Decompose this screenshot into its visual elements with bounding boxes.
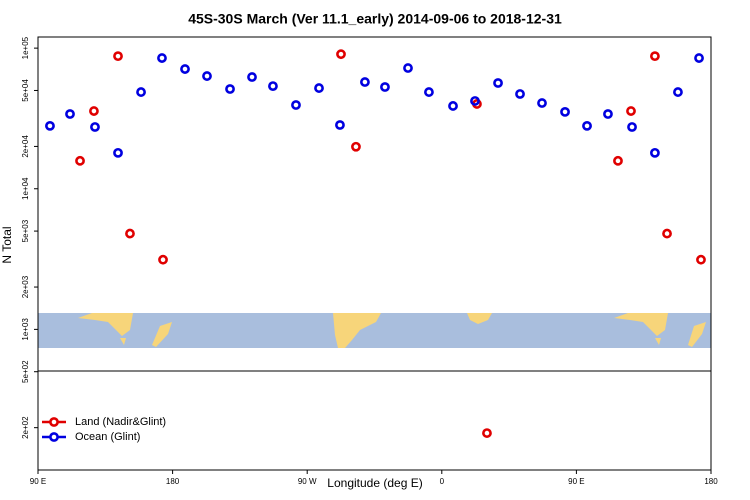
- data-point: [482, 428, 492, 438]
- data-point: [351, 141, 361, 152]
- x-tick-label: 180: [704, 477, 718, 486]
- y-tick-label: 2e+04: [21, 135, 30, 158]
- data-point: [65, 109, 75, 119]
- data-point: [582, 120, 592, 131]
- data-point: [335, 120, 345, 130]
- data-point: [360, 77, 370, 87]
- y-tick-label: 2e+02: [21, 416, 30, 439]
- data-point: [613, 155, 623, 166]
- data-point: [627, 122, 637, 132]
- data-point: [515, 89, 525, 99]
- x-tick-label: 90 W: [298, 477, 317, 486]
- data-point: [157, 53, 167, 63]
- y-tick-label: 5e+03: [21, 219, 30, 242]
- data-point: [314, 83, 324, 93]
- data-point: [75, 155, 85, 166]
- data-point: [125, 228, 135, 239]
- data-point: [493, 78, 503, 88]
- y-tick-label: 2e+03: [21, 275, 30, 298]
- legend-label: Ocean (Glint): [75, 431, 140, 443]
- data-point: [673, 87, 683, 97]
- x-tick-label: 90 E: [30, 477, 46, 486]
- data-point: [470, 96, 480, 106]
- data-point: [268, 81, 278, 92]
- x-tick-label: 180: [166, 477, 180, 486]
- data-point: [247, 72, 257, 82]
- x-tick-label: 90 E: [568, 477, 584, 486]
- data-point: [650, 51, 660, 62]
- x-tick-label: 0: [440, 477, 445, 486]
- data-point: [694, 53, 704, 63]
- y-tick-label: 5e+04: [21, 79, 30, 102]
- land: [688, 322, 706, 347]
- land: [467, 313, 492, 324]
- data-point: [202, 71, 212, 81]
- x-axis-label: Longitude (deg E): [327, 476, 422, 490]
- legend-marker: [49, 432, 59, 442]
- data-point: [560, 107, 570, 117]
- data-point: [90, 122, 100, 132]
- y-axis-label: N Total: [0, 226, 14, 263]
- data-point: [336, 49, 346, 60]
- land: [152, 322, 172, 347]
- plot-frame: [37, 36, 712, 471]
- data-point: [626, 106, 636, 116]
- data-point: [380, 82, 390, 92]
- data-point: [113, 147, 123, 158]
- y-tick-label: 1e+05: [21, 36, 30, 59]
- data-point: [448, 101, 458, 111]
- data-point: [650, 147, 660, 158]
- data-point: [45, 120, 55, 131]
- chart-title: 45S-30S March (Ver 11.1_early) 2014-09-0…: [188, 11, 562, 27]
- data-point: [662, 228, 672, 239]
- data-point: [291, 100, 301, 110]
- legend-marker: [49, 417, 59, 427]
- data-point: [136, 87, 146, 97]
- map-inset: [38, 313, 711, 348]
- land: [614, 313, 668, 345]
- land: [78, 313, 133, 345]
- data-point: [537, 98, 547, 108]
- land: [333, 313, 381, 348]
- data-point: [424, 87, 434, 97]
- y-tick-label: 1e+04: [21, 177, 30, 200]
- data-point: [180, 64, 190, 74]
- data-point: [603, 109, 613, 119]
- data-point: [403, 63, 413, 73]
- data-point: [225, 84, 235, 94]
- data-point: [696, 254, 706, 265]
- data-point: [89, 106, 99, 116]
- y-tick-label: 1e+03: [21, 318, 30, 341]
- y-tick-label: 5e+02: [21, 360, 30, 383]
- data-point: [158, 254, 168, 265]
- data-point: [113, 51, 123, 62]
- legend-label: Land (Nadir&Glint): [75, 416, 166, 428]
